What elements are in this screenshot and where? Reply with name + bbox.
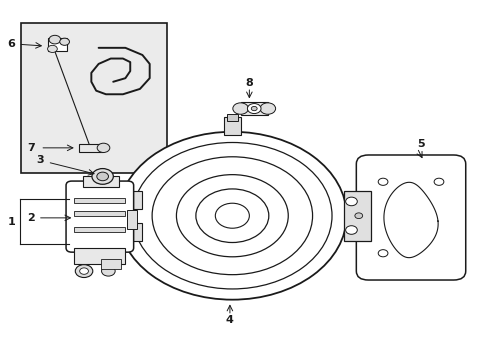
Bar (21, 23, 166, 173)
Circle shape (260, 103, 275, 114)
Text: 5: 5 (416, 139, 424, 149)
Circle shape (345, 197, 357, 206)
Circle shape (232, 103, 248, 114)
Bar (116, 191, 142, 208)
FancyBboxPatch shape (356, 155, 465, 280)
Circle shape (47, 45, 57, 53)
Text: 2: 2 (27, 213, 34, 223)
Bar (226, 114, 238, 121)
Circle shape (60, 38, 69, 45)
Bar (116, 223, 142, 241)
Text: 1: 1 (7, 217, 15, 227)
Circle shape (49, 35, 61, 44)
Text: 6: 6 (7, 39, 15, 49)
Circle shape (345, 226, 357, 234)
Bar (101, 258, 120, 269)
Circle shape (118, 132, 346, 300)
Bar (74, 211, 125, 216)
Circle shape (377, 178, 387, 185)
Text: 8: 8 (245, 78, 253, 88)
Bar (83, 176, 119, 187)
Text: 7: 7 (28, 143, 35, 153)
Circle shape (247, 104, 261, 113)
Bar (74, 198, 125, 203)
Circle shape (433, 178, 443, 185)
Text: 4: 4 (225, 315, 233, 325)
Bar (223, 117, 241, 135)
Bar (126, 210, 136, 229)
Circle shape (354, 213, 362, 219)
Circle shape (97, 143, 110, 153)
Circle shape (97, 172, 108, 181)
Bar (74, 226, 125, 231)
Circle shape (251, 107, 257, 111)
Circle shape (75, 265, 93, 278)
Bar (240, 102, 267, 115)
Bar (74, 248, 125, 264)
Circle shape (80, 268, 88, 274)
FancyBboxPatch shape (66, 181, 133, 252)
Circle shape (377, 249, 387, 257)
Text: 3: 3 (37, 155, 44, 165)
Bar (47, 38, 67, 51)
Circle shape (92, 168, 113, 184)
Circle shape (102, 266, 115, 276)
Bar (79, 144, 103, 152)
Bar (344, 191, 370, 241)
